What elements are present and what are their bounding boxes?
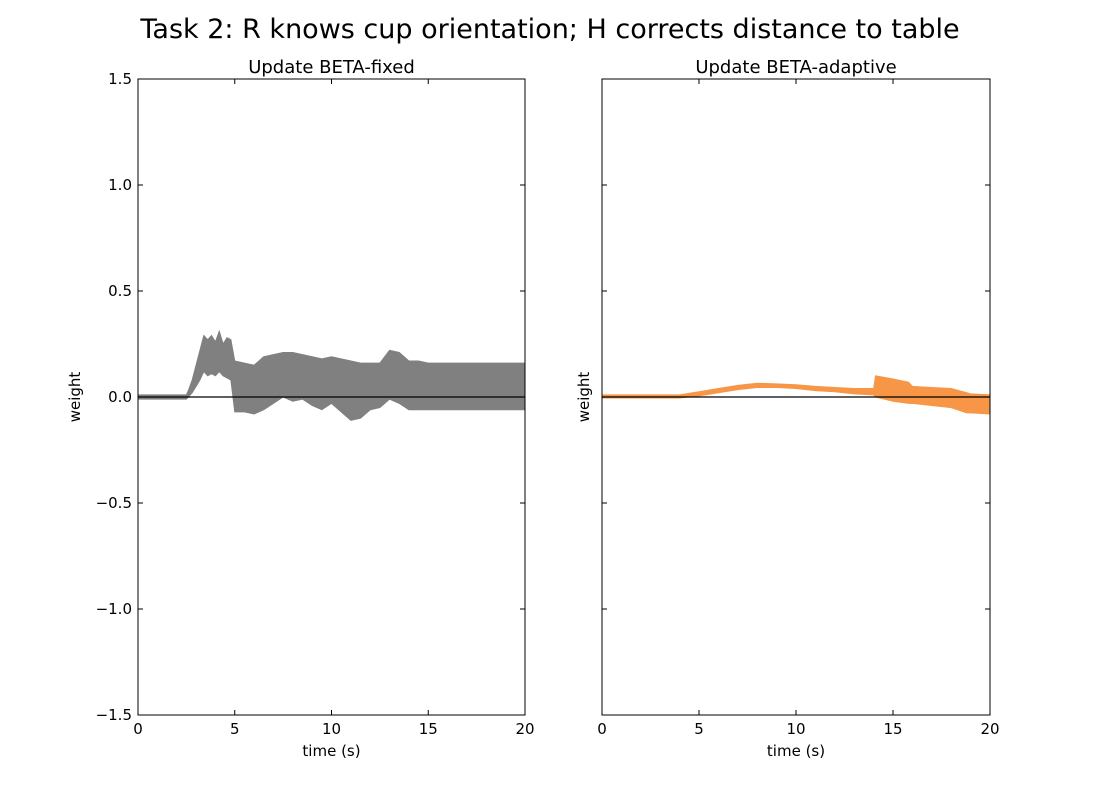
x-tick-label: 5: [694, 720, 704, 738]
x-tick-label: 0: [597, 720, 607, 738]
panel-title-beta-adaptive: Update BETA-adaptive: [695, 57, 896, 78]
y-axis-label: weight: [66, 372, 84, 423]
x-tick-label: 15: [883, 720, 902, 738]
y-tick-label: 1.0: [108, 176, 132, 194]
x-tick-label: 10: [786, 720, 805, 738]
y-axis-label: weight: [575, 372, 593, 423]
x-tick-label: 0: [133, 720, 143, 738]
x-tick-label: 5: [230, 720, 240, 738]
y-tick-label: −0.5: [96, 494, 132, 512]
x-tick-label: 20: [515, 720, 534, 738]
panel-title-beta-fixed: Update BETA-fixed: [248, 57, 415, 78]
x-tick-label: 15: [419, 720, 438, 738]
x-axis-label: time (s): [302, 742, 360, 760]
y-tick-label: −1.5: [96, 706, 132, 724]
y-tick-label: 0.5: [108, 282, 132, 300]
y-tick-label: 1.5: [108, 70, 132, 88]
figure-title: Task 2: R knows cup orientation; H corre…: [139, 14, 959, 45]
panel-beta-adaptive: Update BETA-adaptive 0 5 10 15 20 time (s) weig…: [575, 57, 1000, 760]
y-tick-label: 0.0: [108, 388, 132, 406]
y-tick-label: −1.0: [96, 600, 132, 618]
panel-beta-fixed: Update BETA-fixed 0 5 10 15 20 1.5 1.0 0.5 0.0 −0.…: [66, 57, 535, 760]
x-axis-label: time (s): [767, 742, 825, 760]
x-tick-label: 20: [980, 720, 999, 738]
x-tick-label: 10: [322, 720, 341, 738]
